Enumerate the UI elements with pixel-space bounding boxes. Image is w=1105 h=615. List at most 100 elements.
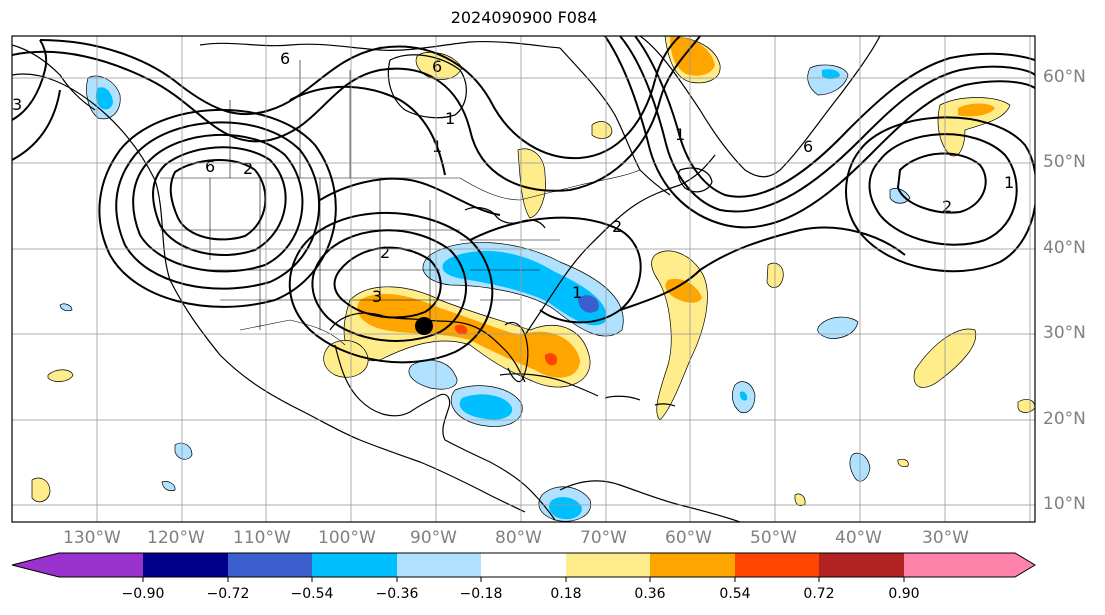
lon-label: 50°W — [750, 528, 797, 548]
coastline-west — [12, 73, 526, 513]
map-title: 2024090900 F084 — [450, 8, 598, 27]
contour-label: 3 — [372, 287, 382, 306]
contour-atlantic-high-2 — [868, 133, 1018, 246]
colorbar-tick-label: 0.18 — [550, 586, 582, 602]
contour-west-low-5 — [98, 109, 337, 308]
contour-ridge-north-2 — [39, 36, 681, 160]
lon-label: 90°W — [410, 528, 457, 548]
border-us-mexico — [239, 319, 346, 346]
colorbar-segment — [904, 553, 1015, 577]
colorbar-segments — [12, 553, 1035, 577]
contour-east-arc — [469, 216, 642, 324]
colorbar-extend-min — [12, 553, 59, 577]
contour-label: 6 — [280, 49, 290, 68]
negative-anomaly-atl-south-core — [739, 391, 748, 401]
coastline-alaska — [12, 44, 96, 111]
contour-atlantic-high-1 — [896, 152, 987, 214]
contour-pacific-west-2 — [12, 89, 61, 161]
negative-anomaly-mid-atlantic — [817, 316, 859, 339]
negative-anomaly-east-small — [889, 188, 911, 204]
colorbar-tick-label: −0.90 — [121, 586, 165, 602]
coastline-newfoundland — [677, 167, 713, 193]
contour-label: 2 — [243, 159, 253, 178]
negative-anomaly-southeast-min — [578, 295, 599, 313]
contour-west-low-4 — [169, 159, 267, 241]
contour-label: 6 — [803, 137, 813, 156]
lon-label: 100°W — [318, 528, 376, 548]
negative-anomaly-south-core — [548, 497, 582, 520]
coastline-south-america — [559, 480, 741, 522]
colorbar-segment — [650, 553, 735, 577]
border-states-3 — [460, 239, 560, 301]
contour-west-low-3 — [115, 121, 321, 290]
contour-label: 2 — [612, 217, 622, 236]
colorbar-ticks — [142, 577, 905, 582]
colorbar-outline — [11, 552, 1036, 578]
contour-central-low — [333, 246, 442, 319]
contour-label: 2 — [942, 197, 952, 216]
colorbar-segment — [59, 553, 143, 577]
contour-midwest — [289, 85, 446, 176]
positive-anomaly-northeast — [937, 97, 1011, 157]
colorbar-extend-max — [1015, 553, 1035, 577]
contour-label: 1 — [572, 283, 582, 302]
positive-anomaly-small1 — [794, 493, 806, 507]
negative-anomaly-southeast-core — [442, 250, 607, 326]
contour-east-trough-3 — [634, 36, 1035, 198]
lon-label: 40°W — [835, 528, 882, 548]
colorbar-tick-label: −0.36 — [375, 586, 419, 602]
coastline-florida — [504, 321, 529, 383]
contour-label: 1 — [432, 137, 442, 156]
contour-pacific-west — [12, 39, 48, 121]
negative-anomaly-yucatan-core — [459, 394, 513, 420]
lon-label: 80°W — [495, 528, 542, 548]
colorbar-segment — [566, 553, 650, 577]
colorbar-segment — [228, 553, 312, 577]
lat-label: 60°N — [1043, 67, 1086, 87]
gridlines — [12, 36, 1035, 522]
contour-label: 6 — [205, 157, 215, 176]
colorbar-tick-label: −0.54 — [290, 586, 334, 602]
colorbar-tick-label: 0.36 — [634, 586, 666, 602]
lat-label: 50°N — [1043, 152, 1086, 172]
colorbar-segment — [481, 553, 566, 577]
map-frame — [11, 35, 1036, 523]
lat-label: 30°N — [1043, 323, 1086, 343]
contour-label: 3 — [12, 95, 22, 114]
positive-anomaly-texas — [323, 340, 369, 378]
lon-label: 110°W — [233, 528, 291, 548]
lat-label: 40°N — [1043, 238, 1086, 258]
contour-labels: 6 6 6 6 2 2 2 1 1 1 3 3 1 2 1 — [12, 49, 1014, 306]
coastline-mexico — [334, 344, 451, 441]
contour-central-low-2 — [311, 229, 467, 342]
colorbar-tick-label: −0.18 — [459, 586, 503, 602]
positive-anomaly-pacific — [47, 369, 74, 382]
contour-east-trough-1 — [619, 36, 1035, 213]
lon-label: 60°W — [665, 528, 712, 548]
positive-anomaly-gulf-max — [544, 353, 558, 366]
negative-anomaly-pacific-small2 — [161, 481, 176, 492]
contour-label: 1 — [675, 125, 685, 144]
positive-anomaly-northeast-core — [958, 103, 995, 117]
contour-label: 1 — [445, 109, 455, 128]
contour-west-low-1 — [152, 146, 287, 257]
negative-anomaly-pacific-small3 — [59, 303, 73, 312]
colorbar-tick-label: 0.54 — [719, 586, 751, 602]
coastline-cuba — [499, 373, 599, 397]
contour-atlantic-high-3 — [845, 116, 1035, 273]
negative-anomaly-caribbean — [408, 359, 458, 390]
colorbar-segment — [312, 553, 397, 577]
colorbar-segment — [819, 553, 904, 577]
contour-sw-arc — [319, 177, 501, 216]
border-states-1 — [209, 178, 431, 330]
lon-label: 130°W — [63, 528, 121, 548]
positive-anomaly-pacific2 — [31, 477, 51, 503]
positive-anomaly-gulf-max2 — [454, 324, 468, 335]
contour-label: 2 — [380, 243, 390, 262]
lon-label: 30°W — [922, 528, 969, 548]
coastline-gulf — [329, 312, 526, 383]
contour-ridge-north — [12, 36, 701, 192]
lat-label: 10°N — [1043, 494, 1086, 514]
